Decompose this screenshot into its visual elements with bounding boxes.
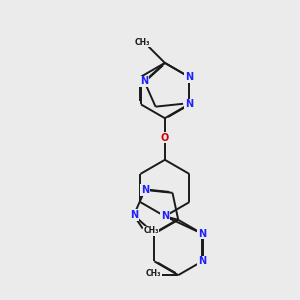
Text: N: N (198, 229, 206, 239)
Text: N: N (185, 99, 193, 110)
Text: CH₃: CH₃ (135, 38, 150, 46)
Text: N: N (198, 256, 206, 266)
Text: O: O (161, 133, 169, 142)
Text: N: N (140, 76, 148, 86)
Text: CH₃: CH₃ (146, 269, 161, 278)
Text: N: N (141, 185, 149, 195)
Text: N: N (185, 72, 193, 82)
Text: N: N (161, 211, 169, 221)
Text: CH₃: CH₃ (143, 226, 159, 236)
Text: N: N (130, 210, 138, 220)
